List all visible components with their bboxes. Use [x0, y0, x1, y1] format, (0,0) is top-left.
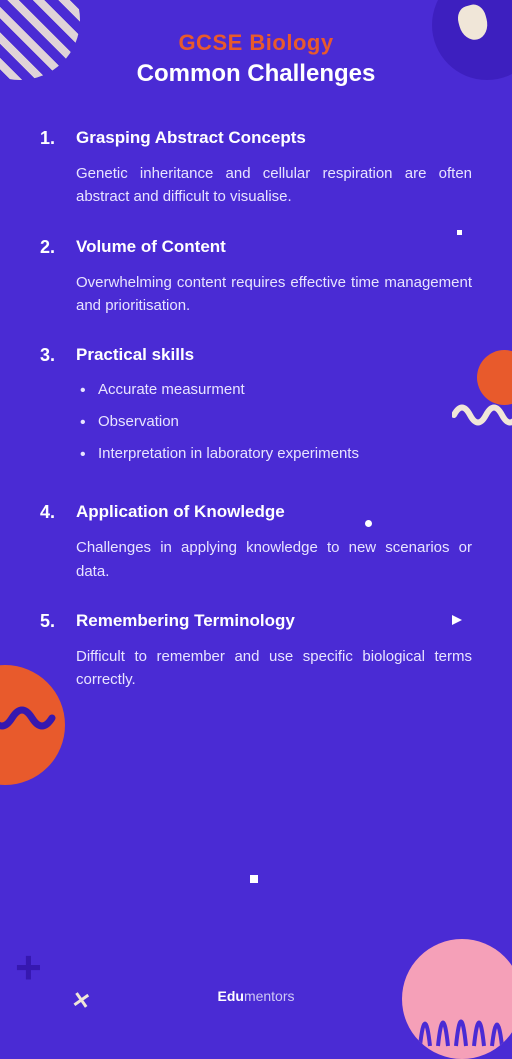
list-item: 1. Grasping Abstract Concepts Genetic in… — [40, 128, 472, 209]
bullet: Observation — [80, 411, 472, 433]
item-number: 3. — [40, 345, 58, 474]
item-title: Remembering Terminology — [76, 611, 472, 631]
item-body: Genetic inheritance and cellular respira… — [76, 162, 472, 209]
item-number: 4. — [40, 502, 58, 583]
item-title: Grasping Abstract Concepts — [76, 128, 472, 148]
infographic-container: GCSE Biology Common Challenges 1. Graspi… — [0, 0, 512, 1024]
brand-bold: Edu — [217, 988, 243, 1004]
item-title: Application of Knowledge — [76, 502, 472, 522]
list-item: 3. Practical skills Accurate measurment … — [40, 345, 472, 474]
item-title: Volume of Content — [76, 237, 472, 257]
header: GCSE Biology Common Challenges — [40, 30, 472, 88]
list-item: 2. Volume of Content Overwhelming conten… — [40, 237, 472, 318]
item-number: 1. — [40, 128, 58, 209]
bullet: Interpretation in laboratory experiments — [80, 443, 472, 465]
item-bullets: Accurate measurment Observation Interpre… — [76, 379, 472, 464]
item-number: 2. — [40, 237, 58, 318]
title-subject: GCSE Biology — [40, 30, 472, 56]
bullet: Accurate measurment — [80, 379, 472, 401]
list-item: 5. Remembering Terminology Difficult to … — [40, 611, 472, 692]
brand-rest: mentors — [244, 988, 295, 1004]
footer-brand: Edumentors — [0, 988, 512, 1004]
item-body: Challenges in applying knowledge to new … — [76, 536, 472, 583]
list-item: 4. Application of Knowledge Challenges i… — [40, 502, 472, 583]
item-body: Difficult to remember and use specific b… — [76, 645, 472, 692]
title-main: Common Challenges — [40, 60, 472, 88]
item-body: Overwhelming content requires effective … — [76, 271, 472, 318]
item-number: 5. — [40, 611, 58, 692]
item-title: Practical skills — [76, 345, 472, 365]
